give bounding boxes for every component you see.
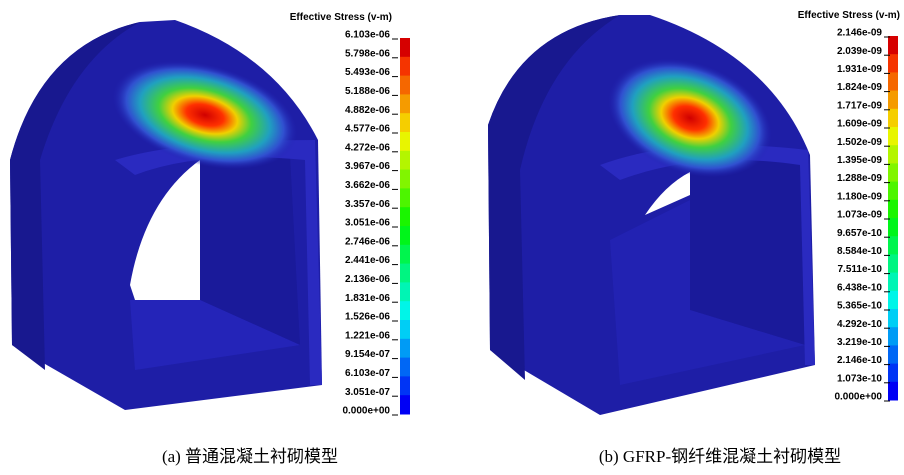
legend-label: 0.000e+00 (834, 392, 882, 403)
legend-label: 1.824e-09 (837, 82, 882, 93)
colorbar-segment (888, 163, 898, 182)
legend-label: 1.717e-09 (837, 100, 882, 111)
colorbar-segment (400, 282, 410, 301)
legend-label: 2.441e-06 (345, 255, 390, 266)
colorbar-segment (888, 109, 898, 128)
colorbar-segment (888, 327, 898, 346)
legend-label: 5.365e-10 (837, 301, 882, 312)
legend-title: Effective Stress (v-m) (290, 12, 392, 23)
legend-label: 6.103e-07 (345, 368, 390, 379)
colorbar-segment (400, 57, 410, 76)
colorbar-segment (888, 273, 898, 292)
colorbar-segment (400, 76, 410, 95)
colorbar-segment (888, 54, 898, 73)
colorbar-segment (888, 345, 898, 364)
colorbar-segment (400, 94, 410, 113)
legend-label: 4.882e-06 (345, 105, 390, 116)
colorbar-segment (888, 91, 898, 110)
legend-label: 1.609e-09 (837, 119, 882, 130)
colorbar-segment (400, 301, 410, 320)
colorbar-segment (400, 38, 410, 57)
legend-label: 3.051e-07 (345, 387, 390, 398)
legend-label: 4.272e-06 (345, 142, 390, 153)
colorbar-segment (400, 188, 410, 207)
legend-label: 4.577e-06 (345, 124, 390, 135)
colorbar-segment (888, 127, 898, 146)
legend-label: 3.662e-06 (345, 180, 390, 191)
model-b (488, 15, 815, 415)
colorbar-segment (888, 364, 898, 383)
legend-label: 8.584e-10 (837, 246, 882, 257)
colorbar-segment (400, 358, 410, 377)
legend-label: 0.000e+00 (342, 406, 390, 417)
colorbar-segment (888, 291, 898, 310)
legend-title: Effective Stress (v-m) (798, 10, 900, 21)
legend-label: 2.146e-10 (837, 355, 882, 366)
colorbar-segment (888, 236, 898, 255)
legend-label: 1.931e-09 (837, 64, 882, 75)
legend-label: 2.136e-06 (345, 274, 390, 285)
caption: (b) GFRP-钢纤维混凝土衬砌模型 (599, 447, 841, 466)
legend-label: 5.798e-06 (345, 48, 390, 59)
legend-label: 1.073e-10 (837, 373, 882, 384)
colorbar-segment (888, 218, 898, 237)
model-a (10, 20, 322, 410)
legend-label: 3.051e-06 (345, 218, 390, 229)
colorbar-segment (400, 207, 410, 226)
colorbar-segment (888, 309, 898, 328)
legend-label: 4.292e-10 (837, 319, 882, 330)
colorbar-segment (400, 226, 410, 245)
colorbar-segment (888, 382, 898, 401)
colorbar-segment (400, 151, 410, 170)
colorbar-segment (400, 113, 410, 132)
colorbar-segment (888, 72, 898, 91)
legend-label: 1.180e-09 (837, 191, 882, 202)
figure: Effective Stress (v-m) Effective Stress … (0, 0, 904, 475)
legend-label: 1.526e-06 (345, 312, 390, 323)
colorbar-segment (888, 36, 898, 55)
legend-label: 1.221e-06 (345, 330, 390, 341)
legend-label: 1.288e-09 (837, 173, 882, 184)
colorbar-segment (400, 132, 410, 151)
colorbar-segment (888, 182, 898, 201)
colorbar-segment (888, 145, 898, 164)
legend-label: 1.395e-09 (837, 155, 882, 166)
legend-label: 9.154e-07 (345, 349, 390, 360)
legend-label: 3.967e-06 (345, 161, 390, 172)
legend-label: 2.039e-09 (837, 46, 882, 57)
legend-label: 5.493e-06 (345, 67, 390, 78)
caption: (a) 普通混凝土衬砌模型 (162, 447, 338, 466)
colorbar-segment (400, 339, 410, 358)
legend-label: 3.357e-06 (345, 199, 390, 210)
legend-label: 7.511e-10 (838, 264, 883, 275)
legend-label: 6.103e-06 (345, 30, 390, 41)
colorbar-segment (400, 245, 410, 264)
colorbar-segment (400, 264, 410, 283)
legend-label: 1.831e-06 (345, 293, 390, 304)
colorbar-segment (400, 395, 410, 414)
legend-label: 6.438e-10 (837, 282, 882, 293)
legend-label: 2.146e-09 (837, 28, 882, 39)
colorbar-segment (888, 254, 898, 273)
legend-label: 9.657e-10 (837, 228, 882, 239)
legend-label: 5.188e-06 (345, 86, 390, 97)
colorbar-segment (400, 376, 410, 395)
legend-label: 1.502e-09 (837, 137, 882, 148)
colorbar-segment (400, 320, 410, 339)
legend-label: 1.073e-09 (837, 210, 882, 221)
legend-label: 3.219e-10 (837, 337, 882, 348)
colorbar-segment (400, 170, 410, 189)
colorbar-segment (888, 200, 898, 219)
legend-label: 2.746e-06 (345, 236, 390, 247)
